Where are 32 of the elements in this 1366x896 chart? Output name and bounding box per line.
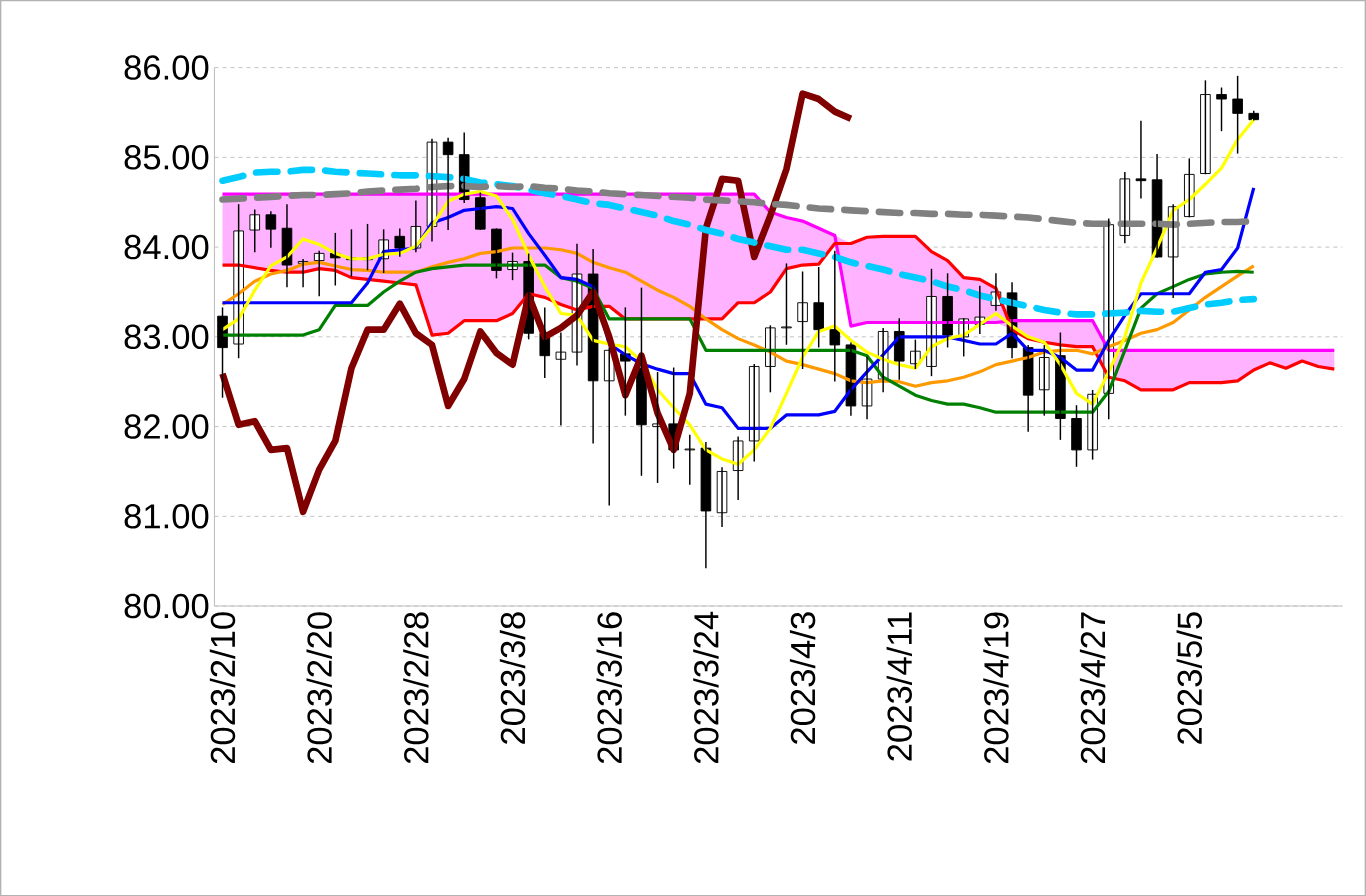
candlestick: [1038, 344, 1050, 416]
y-tick-label: 80.00: [124, 593, 209, 619]
candlestick: [684, 434, 696, 485]
y-tick-label: 83.00: [124, 324, 209, 349]
candlestick: [748, 363, 760, 462]
candlestick: [394, 228, 406, 257]
x-tick-label: 2023/2/10: [209, 611, 236, 763]
x-tick-label: 2023/2/28: [403, 612, 429, 763]
candlestick: [555, 332, 567, 426]
y-tick-label: 84.00: [124, 234, 209, 260]
y-tick-label: 85.00: [124, 144, 209, 170]
candlestick: [1216, 87, 1227, 131]
x-tick-label: 2023/4/19: [983, 612, 1009, 763]
y-tick-label: 81.00: [124, 503, 209, 529]
candlestick: [1071, 404, 1082, 467]
y-tick-label: 82.00: [124, 414, 209, 439]
x-tick-label: 2023/3/24: [693, 611, 719, 763]
x-tick-label: 2023/5/5: [1176, 612, 1202, 744]
candlestick: [813, 266, 824, 348]
candlestick: [249, 209, 261, 253]
x-tick-label: 2023/4/27: [1079, 612, 1106, 763]
candlestick: [797, 271, 808, 369]
y-tick-label: 86.00: [124, 55, 209, 80]
x-tick-label: 2023/4/3: [789, 612, 816, 744]
candlestick: [1135, 120, 1147, 199]
candlestick: [1232, 75, 1243, 154]
candlestick: [1200, 80, 1211, 175]
candlestick: [781, 263, 792, 345]
x-tick-label: 2023/3/16: [596, 612, 622, 763]
x-tick-label: 2023/3/8: [499, 612, 526, 744]
x-tick-label: 2023/2/20: [306, 611, 332, 763]
x-tick-label: 2023/4/11: [886, 612, 912, 761]
